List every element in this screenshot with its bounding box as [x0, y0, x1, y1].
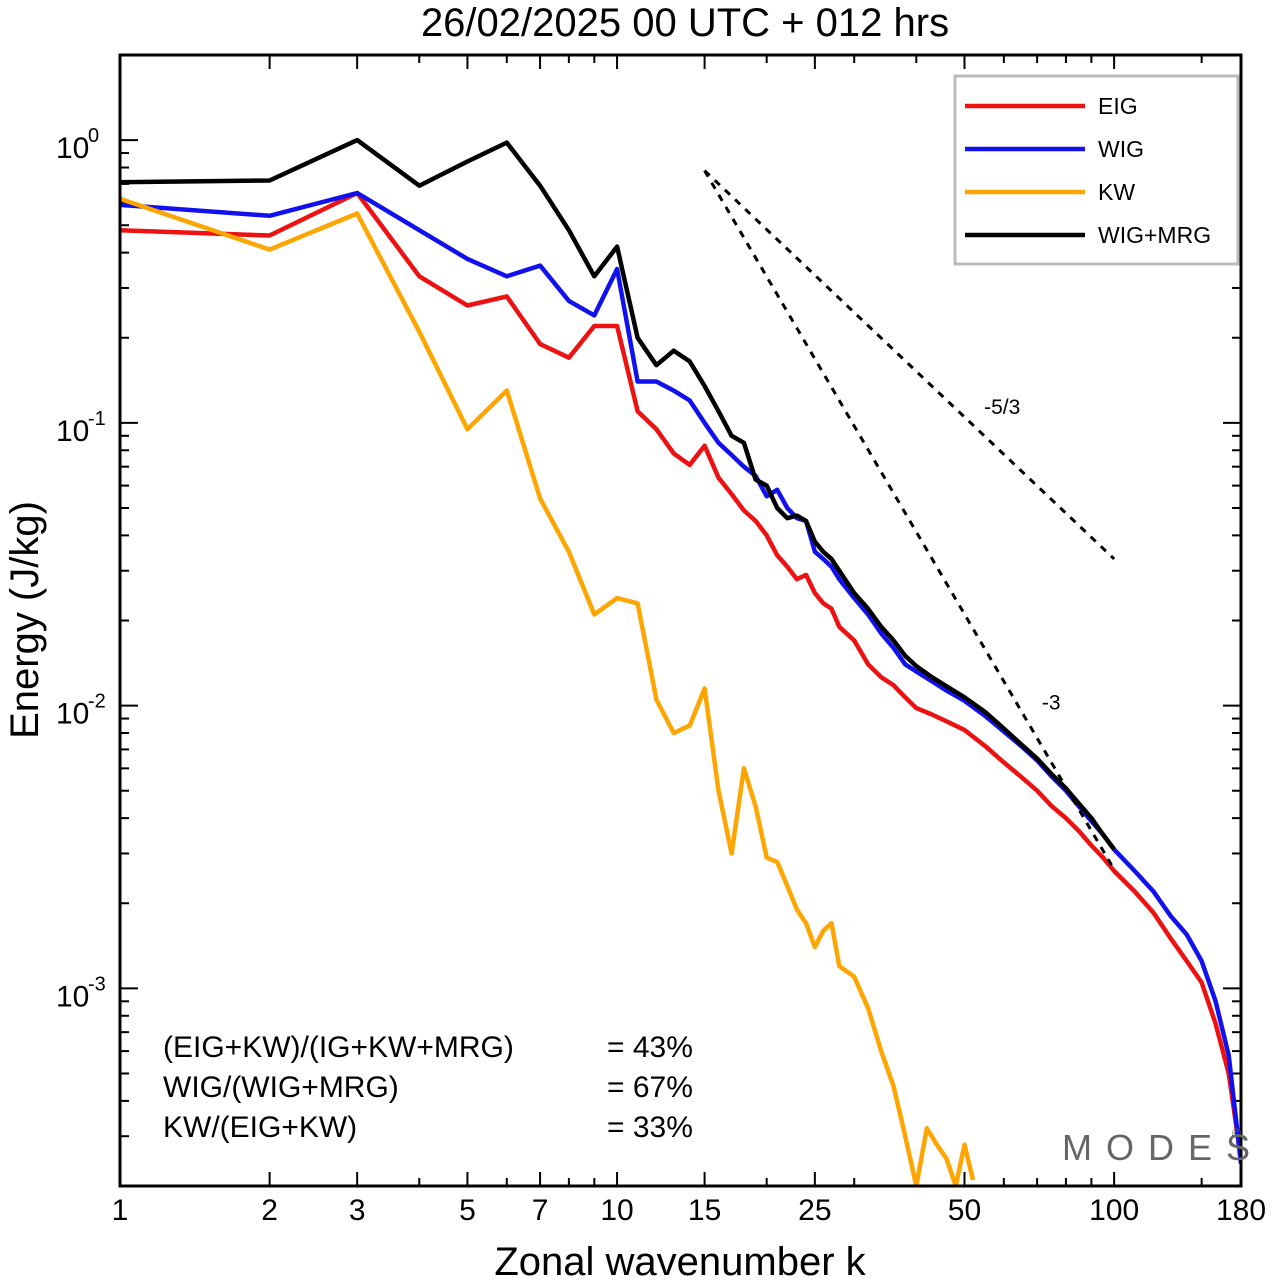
x-tick-label: 2 [261, 1194, 278, 1227]
chart-title: 26/02/2025 00 UTC + 012 hrs [421, 1, 949, 45]
y-tick-label: 10 [56, 415, 89, 448]
legend-label: WIG [1098, 136, 1144, 162]
ratio-label: WIG/(WIG+MRG) [163, 1071, 399, 1104]
series-line-wig-mrg [120, 137, 1116, 851]
reference-slope-line [703, 169, 1116, 871]
watermark-symbol: © [1232, 1126, 1241, 1140]
ratio-label: (EIG+KW)/(IG+KW+MRG) [163, 1031, 514, 1064]
series-line-kw [120, 196, 976, 1186]
y-tick-label: 10 [56, 980, 89, 1013]
x-tick-label: 25 [798, 1194, 831, 1227]
x-tick-label: 7 [532, 1194, 549, 1227]
watermark-text: MODES [1062, 1127, 1264, 1168]
legend-label: WIG+MRG [1098, 222, 1211, 248]
x-tick-label: 10 [600, 1194, 633, 1227]
x-tick-label: 180 [1216, 1194, 1266, 1227]
x-tick-label: 3 [349, 1194, 366, 1227]
legend-label: EIG [1098, 93, 1138, 119]
reference-slope-label: -5/3 [984, 396, 1020, 419]
ratio-value: = 67% [607, 1071, 693, 1104]
reference-slope-line [703, 169, 1116, 560]
x-tick-label: 15 [688, 1194, 721, 1227]
ratio-label: KW/(EIG+KW) [163, 1111, 357, 1144]
x-tick-label: 5 [459, 1194, 476, 1227]
series-line-eig [120, 190, 1241, 1159]
y-tick-exponent: -1 [88, 408, 106, 430]
y-tick-label: 10 [56, 132, 89, 165]
y-tick-exponent: -3 [88, 973, 106, 995]
series-line-wig [120, 190, 1241, 1164]
y-tick-exponent: 0 [88, 125, 99, 147]
y-tick-label: 10 [56, 698, 89, 731]
modes-watermark: MODES © [1062, 1126, 1264, 1168]
legend: EIG WIG KW WIG+MRG [953, 74, 1240, 266]
x-tick-label: 50 [948, 1194, 981, 1227]
ratio-value: = 43% [607, 1031, 693, 1064]
reference-slope-label: -3 [1042, 692, 1061, 715]
x-tick-label: 1 [112, 1194, 129, 1227]
plot-frame [118, 53, 1243, 1188]
x-tick-label: 100 [1089, 1194, 1139, 1227]
y-axis-label: Energy (J/kg) [3, 501, 47, 739]
x-axis-label: Zonal wavenumber k [494, 1240, 866, 1281]
ratio-value: = 33% [607, 1111, 693, 1144]
legend-label: KW [1098, 179, 1135, 205]
y-tick-exponent: -2 [88, 691, 106, 713]
